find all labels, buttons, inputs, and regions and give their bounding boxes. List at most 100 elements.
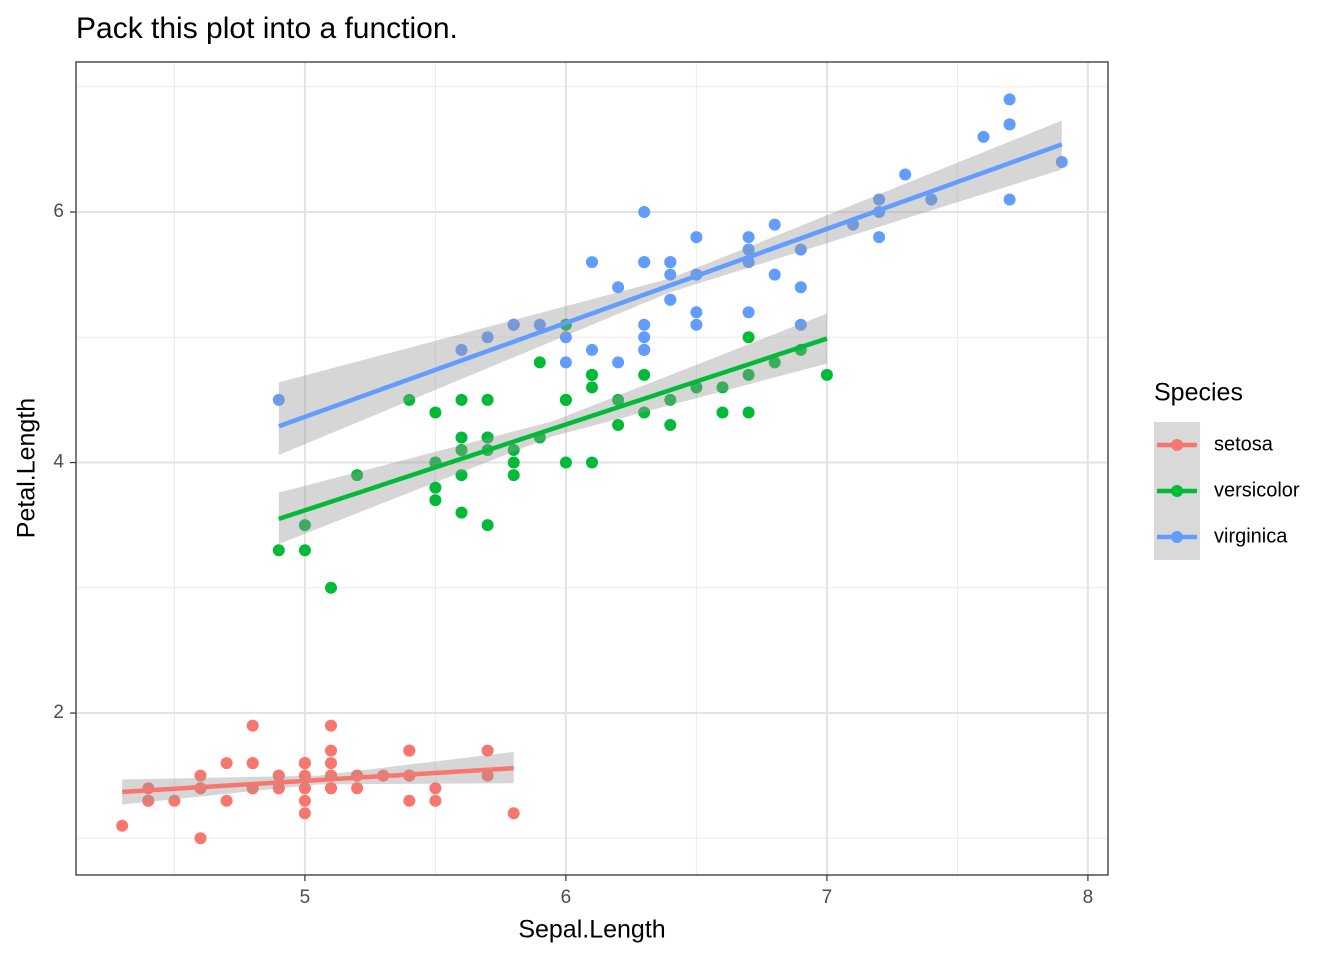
point <box>324 719 337 732</box>
point <box>820 368 833 381</box>
point <box>586 456 598 469</box>
point <box>324 744 337 757</box>
y-tick-label: 6 <box>53 201 64 222</box>
point <box>925 193 938 206</box>
x-tick-label: 8 <box>1083 887 1094 908</box>
point <box>638 256 651 269</box>
point <box>194 832 207 845</box>
point <box>481 331 494 344</box>
point <box>220 794 233 807</box>
legend-key-point <box>1171 485 1183 497</box>
point <box>429 494 442 507</box>
legend-label: virginica <box>1214 525 1288 547</box>
point <box>638 343 651 356</box>
point <box>873 193 886 206</box>
point <box>116 819 129 832</box>
point <box>481 744 494 757</box>
point <box>559 393 572 406</box>
point <box>455 393 468 406</box>
point <box>1003 118 1016 131</box>
point <box>429 794 442 807</box>
point <box>298 782 311 795</box>
point <box>664 268 677 281</box>
point <box>664 256 677 269</box>
point <box>246 757 259 770</box>
point <box>638 406 651 419</box>
point <box>403 794 416 807</box>
point <box>586 256 598 269</box>
fit-line <box>278 142 1063 429</box>
chart-title: Pack this plot into a function. <box>76 12 458 45</box>
point <box>612 356 625 369</box>
point <box>716 381 729 394</box>
point <box>272 544 285 557</box>
point <box>272 393 285 406</box>
point <box>742 406 755 419</box>
point <box>586 381 598 394</box>
point <box>742 331 755 344</box>
point <box>246 719 259 732</box>
point <box>794 318 807 331</box>
point <box>455 343 468 356</box>
y-axis-title: Petal.Length <box>13 398 41 538</box>
point <box>768 268 781 281</box>
point <box>638 318 651 331</box>
point <box>612 418 625 431</box>
point <box>142 794 155 807</box>
x-axis-title: Sepal.Length <box>518 916 665 944</box>
point <box>272 769 285 782</box>
point <box>429 782 442 795</box>
point <box>690 306 703 319</box>
point <box>507 456 520 469</box>
point <box>1003 193 1016 206</box>
point <box>455 431 468 444</box>
point <box>977 130 990 143</box>
point <box>742 231 755 244</box>
confidence-band <box>278 120 1062 456</box>
fit-line <box>278 336 828 522</box>
point <box>873 231 886 244</box>
point <box>481 431 494 444</box>
point <box>638 331 651 344</box>
point <box>1055 155 1068 168</box>
point <box>690 318 703 331</box>
point <box>638 368 651 381</box>
point <box>716 406 729 419</box>
point <box>351 782 364 795</box>
point <box>403 393 416 406</box>
point <box>220 757 233 770</box>
point <box>507 469 520 482</box>
panel-border <box>75 61 1109 876</box>
point <box>507 318 520 331</box>
point <box>612 281 625 294</box>
point <box>559 356 572 369</box>
point <box>324 782 337 795</box>
point <box>168 794 181 807</box>
point <box>1003 93 1016 106</box>
point <box>612 393 625 406</box>
point <box>768 356 781 369</box>
point <box>298 544 311 557</box>
point <box>559 456 572 469</box>
point <box>533 356 546 369</box>
point <box>455 469 468 482</box>
point <box>507 807 520 820</box>
point <box>298 519 311 532</box>
point <box>351 469 364 482</box>
x-tick-label: 5 <box>300 887 311 908</box>
point <box>768 218 781 231</box>
point <box>664 393 677 406</box>
point <box>586 368 598 381</box>
point <box>664 418 677 431</box>
legend-title: Species <box>1154 379 1243 407</box>
legend-label: versicolor <box>1214 479 1300 501</box>
point <box>742 306 755 319</box>
point <box>899 168 912 181</box>
point <box>794 243 807 256</box>
point <box>481 519 494 532</box>
point <box>481 769 494 782</box>
x-tick-label: 6 <box>561 887 572 908</box>
point <box>742 368 755 381</box>
point <box>298 757 311 770</box>
